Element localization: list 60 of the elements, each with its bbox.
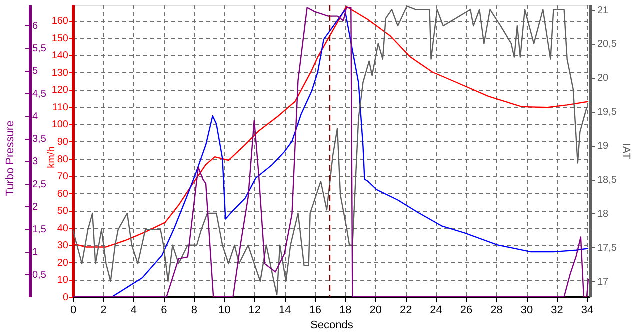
x-tick-label: 8 [191,304,198,316]
y2-tick-label: 17,5 [598,242,618,254]
y2-tick-label: 17 [598,276,610,288]
y-tick-label: 0 [62,292,69,304]
y2-tick-label: 18,5 [598,175,618,186]
y3-tick-label: 1 [32,247,38,258]
y3-tick-label: 4,5 [32,88,47,100]
y-tick-label: 70 [57,172,69,183]
y2-tick-label: 20,5 [598,39,618,50]
x-tick-label: 22 [400,304,412,316]
y-tick-label: 110 [52,102,69,114]
y2-axis-title: IAT [620,143,632,160]
x-tick-label: 12 [248,304,262,316]
y-tick-label: 30 [57,240,69,252]
x-tick-label: 20 [370,304,382,316]
y3-axis-title: Turbo Pressure [4,120,16,196]
x-tick-label: 0 [70,304,77,316]
x-tick-label: 18 [339,304,352,316]
x-tick-label: 34 [581,304,594,316]
x-tick-label: 4 [130,304,138,316]
y2-tick-label: 19 [598,141,610,152]
y-tick-label: 100 [52,120,69,131]
y2-tick-label: 18 [598,208,610,220]
y3-tick-label: 4 [32,111,38,122]
x-tick-label: 32 [551,304,564,316]
x-tick-label: 2 [100,304,107,316]
y3-tick-label: 3 [32,156,38,168]
y-tick-label: 80 [57,154,69,166]
y-tick-label: 90 [57,136,69,148]
y3-tick-label: 0,5 [32,270,47,281]
x-tick-label: 28 [490,304,503,316]
y2-tick-label: 19,5 [598,107,618,118]
y-tick-label: 20 [57,258,69,269]
y-axis-title: km/h [46,146,58,168]
x-tick-label: 16 [309,304,322,316]
y2-tick-label: 20 [598,73,610,84]
y-tick-label: 130 [52,68,69,79]
y3-tick-label: 5 [32,66,38,78]
y3-tick-label: 5,5 [32,44,47,55]
x-axis-title: Seconds [310,320,354,332]
y3-tick-label: 6 [32,20,38,32]
x-tick-label: 24 [430,304,442,316]
y-tick-label: 40 [57,223,69,234]
y3-tick-label: 2 [32,202,38,213]
y-tick-label: 10 [57,275,69,286]
y-tick-label: 50 [57,206,69,218]
x-tick-label: 26 [460,304,473,316]
y-tick-label: 140 [52,50,69,62]
y2-tick-label: 21 [598,5,610,16]
x-tick-label: 14 [279,304,292,316]
x-tick-label: 6 [161,304,168,316]
y-tick-label: 60 [57,188,69,200]
y3-tick-label: 3,5 [32,134,47,146]
x-tick-label: 30 [520,304,534,316]
x-tick-label: 10 [218,304,231,316]
y-tick-label: 120 [52,85,69,96]
y-tick-label: 150 [52,33,69,44]
y3-tick-label: 1,5 [32,224,47,236]
y-tick-label: 160 [52,16,69,28]
y3-tick-label: 2,5 [32,179,47,190]
